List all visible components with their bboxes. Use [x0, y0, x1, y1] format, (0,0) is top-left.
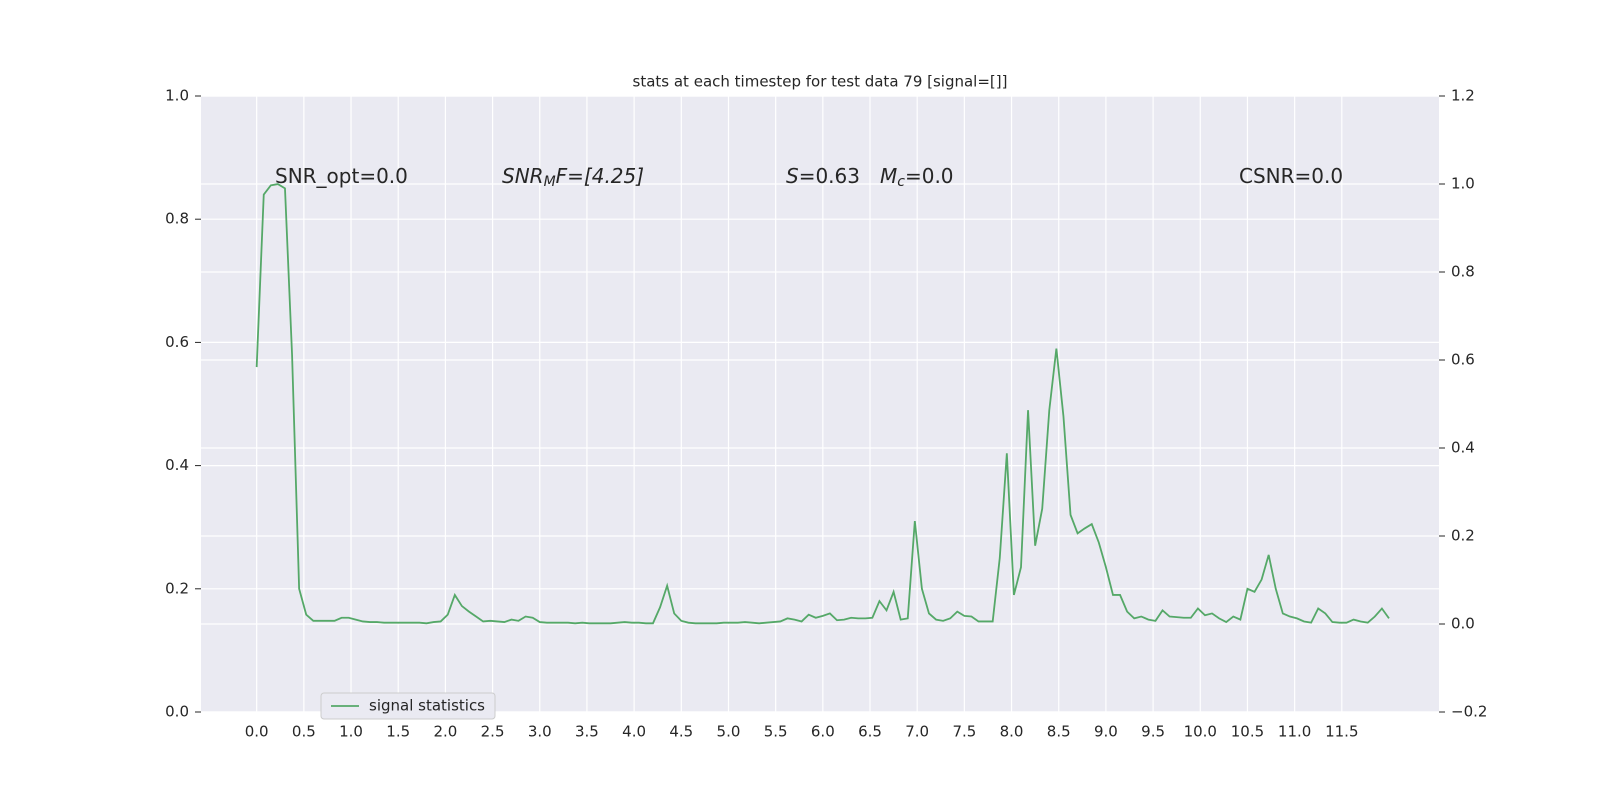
y2-tick-label: 0.6 [1451, 351, 1475, 369]
y-tick-label: 0.8 [165, 210, 189, 228]
annotation: Mc=0.0 [880, 164, 954, 191]
x-tick-label: 4.0 [622, 723, 646, 741]
x-tick-label: 8.5 [1047, 723, 1071, 741]
x-tick-label: 5.5 [764, 723, 788, 741]
y2-tick-label: 0.2 [1451, 527, 1475, 545]
x-tick-label: 7.0 [905, 723, 929, 741]
x-tick-label: 4.5 [669, 723, 693, 741]
y2-tick-label: 1.2 [1451, 87, 1475, 105]
y-tick-label: 0.4 [165, 456, 189, 474]
annotation-text: SNR_opt=0.0 [275, 164, 408, 188]
x-tick-label: 3.0 [528, 723, 552, 741]
annotation: S=0.63 [786, 164, 860, 188]
x-tick-label: 11.5 [1325, 723, 1358, 741]
annotation-rest: F=[4.25] [556, 164, 644, 188]
y2-tick-label: −0.2 [1451, 703, 1487, 721]
y-tick-label: 0.0 [165, 703, 189, 721]
legend-label: signal statistics [369, 697, 485, 715]
annotation-rest: =0.0 [905, 164, 954, 188]
y-tick-label: 0.6 [165, 333, 189, 351]
x-tick-label: 2.5 [481, 723, 505, 741]
y2-tick-label: 1.0 [1451, 175, 1475, 193]
y-tick-label: 1.0 [165, 87, 189, 105]
annotation-text: CSNR=0.0 [1239, 164, 1343, 188]
chart-title: stats at each timestep for test data 79 … [633, 73, 1008, 91]
annotation-symbol: S [786, 164, 799, 188]
x-tick-label: 10.5 [1231, 723, 1264, 741]
annotation: SNRMF=[4.25] [502, 164, 644, 191]
y2-tick-label: 0.0 [1451, 615, 1475, 633]
x-tick-label: 8.0 [1000, 723, 1024, 741]
x-tick-label: 3.5 [575, 723, 599, 741]
annotation: SNR_opt=0.0 [275, 164, 408, 188]
plot-area [201, 96, 1439, 712]
x-tick-label: 0.0 [245, 723, 269, 741]
annotation: CSNR=0.0 [1239, 164, 1343, 188]
y2-tick-label: 0.4 [1451, 439, 1475, 457]
x-tick-label: 5.0 [717, 723, 741, 741]
legend: signal statistics [320, 692, 496, 720]
x-tick-label: 7.5 [952, 723, 976, 741]
annotation-rest: =0.63 [799, 164, 860, 188]
x-tick-label: 9.5 [1141, 723, 1165, 741]
annotation-symbol: M [880, 164, 897, 188]
annotation-subscript: c [897, 174, 905, 190]
annotation-symbol: SNR [502, 164, 544, 188]
x-tick-label: 0.5 [292, 723, 316, 741]
annotation-subscript: M [544, 174, 556, 190]
y2-tick-label: 0.8 [1451, 263, 1475, 281]
x-tick-label: 2.0 [433, 723, 457, 741]
legend-box [320, 692, 496, 720]
x-tick-label: 6.5 [858, 723, 882, 741]
x-tick-label: 11.0 [1278, 723, 1311, 741]
x-tick-label: 6.0 [811, 723, 835, 741]
x-tick-label: 9.0 [1094, 723, 1118, 741]
y-tick-label: 0.2 [165, 579, 189, 597]
x-tick-label: 10.0 [1184, 723, 1217, 741]
x-tick-label: 1.5 [386, 723, 410, 741]
series-line [255, 183, 1390, 625]
x-tick-label: 1.0 [339, 723, 363, 741]
